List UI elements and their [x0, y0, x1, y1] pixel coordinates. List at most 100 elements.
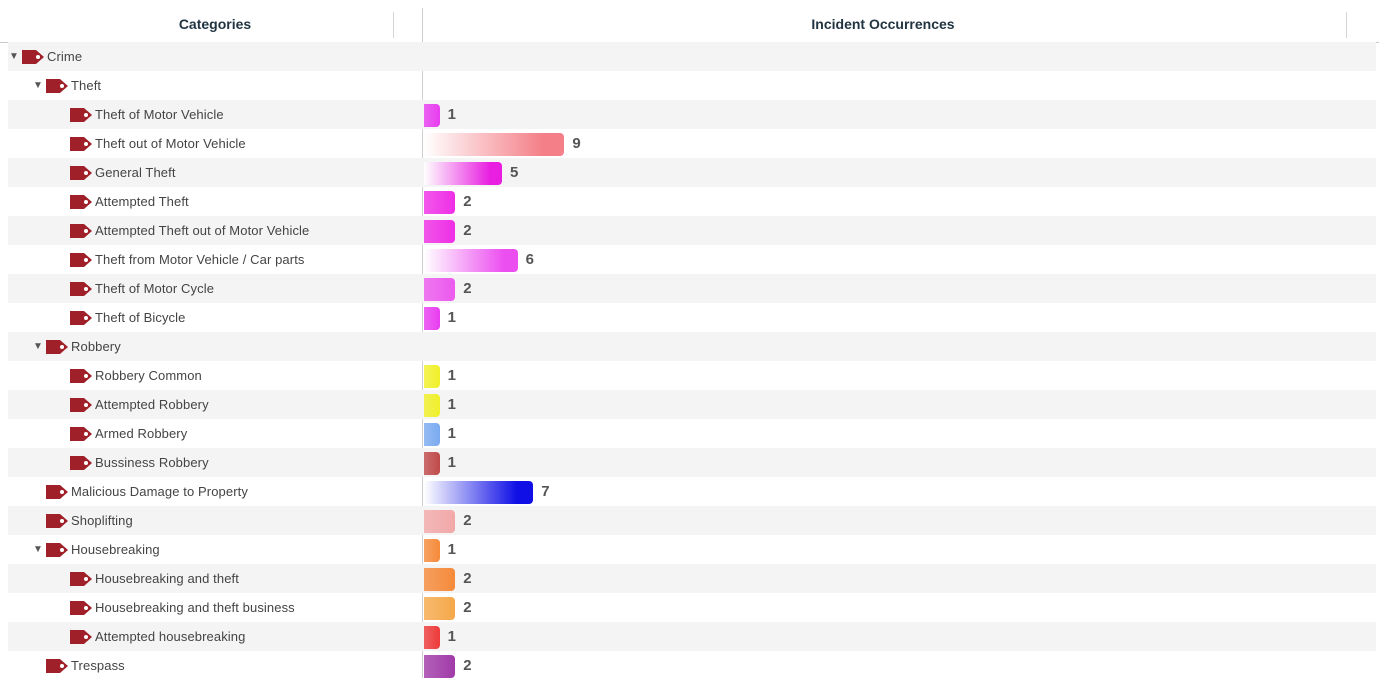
- tag-icon: [70, 600, 92, 615]
- occurrence-bar[interactable]: [424, 655, 456, 678]
- tag-icon: [70, 368, 92, 383]
- triangle-down-icon[interactable]: ▼: [33, 80, 43, 91]
- category-label: Attempted Robbery: [95, 397, 209, 412]
- tree-row[interactable]: ▼ Theft: [8, 71, 1376, 100]
- occurrence-count: 1: [447, 425, 456, 442]
- occurrence-count: 7: [541, 483, 550, 500]
- tag-icon: [70, 310, 92, 325]
- occurrence-count: 1: [447, 628, 456, 645]
- occurrence-bar[interactable]: [424, 365, 440, 388]
- column-resize-handle[interactable]: [393, 12, 394, 38]
- occurrence-bar[interactable]: [424, 104, 440, 127]
- category-cell: ▼Trespass: [8, 651, 446, 680]
- tag-icon: [70, 165, 92, 180]
- category-cell: ▼Attempted Robbery: [8, 390, 470, 419]
- occurrence-bar[interactable]: [424, 626, 440, 649]
- occurrence-bar[interactable]: [424, 307, 440, 330]
- tree-row[interactable]: ▼Theft from Motor Vehicle / Car parts 6: [8, 245, 1376, 274]
- categories-column-header[interactable]: Categories: [178, 16, 252, 32]
- occurrence-bar[interactable]: [424, 510, 456, 533]
- occurrence-bar[interactable]: [424, 568, 456, 591]
- category-label: Attempted Theft: [95, 194, 189, 209]
- category-label: Housebreaking and theft business: [95, 600, 295, 615]
- occurrence-bar[interactable]: [424, 133, 565, 156]
- occurrence-bar[interactable]: [424, 162, 502, 185]
- tree-row[interactable]: ▼General Theft 5: [8, 158, 1376, 187]
- category-cell: ▼Theft of Motor Cycle: [8, 274, 470, 303]
- tag-icon: [46, 78, 68, 93]
- tree-row[interactable]: ▼Malicious Damage to Property 7: [8, 477, 1376, 506]
- occurrence-bar[interactable]: [424, 394, 440, 417]
- category-cell: ▼ Housebreaking: [8, 535, 446, 564]
- category-label: General Theft: [95, 165, 176, 180]
- occurrence-bar[interactable]: [424, 539, 440, 562]
- category-label: Theft: [71, 78, 102, 93]
- occurrence-bar[interactable]: [424, 278, 456, 301]
- tag-icon: [46, 339, 68, 354]
- triangle-down-icon[interactable]: ▼: [9, 51, 19, 62]
- category-label: Armed Robbery: [95, 426, 188, 441]
- tag-icon: [46, 513, 68, 528]
- tag-icon: [70, 571, 92, 586]
- category-cell: ▼Theft of Bicycle: [8, 303, 470, 332]
- category-cell: ▼ Robbery: [8, 332, 446, 361]
- tree-row[interactable]: ▼Theft out of Motor Vehicle 9: [8, 129, 1376, 158]
- tag-icon: [70, 455, 92, 470]
- tag-icon: [70, 223, 92, 238]
- category-cell: ▼Attempted housebreaking: [8, 622, 470, 651]
- tree-row[interactable]: ▼Shoplifting 2: [8, 506, 1376, 535]
- occurrence-bar[interactable]: [424, 191, 456, 214]
- tag-icon: [46, 658, 68, 673]
- tag-icon: [70, 136, 92, 151]
- category-label: Robbery Common: [95, 368, 202, 383]
- category-label: Theft from Motor Vehicle / Car parts: [95, 252, 305, 267]
- category-cell: ▼Armed Robbery: [8, 419, 470, 448]
- category-label: Crime: [47, 49, 83, 64]
- tag-icon: [70, 397, 92, 412]
- occurrence-bar[interactable]: [424, 423, 440, 446]
- tree-row[interactable]: ▼ Robbery: [8, 332, 1376, 361]
- category-cell: ▼Shoplifting: [8, 506, 446, 535]
- category-label: Housebreaking: [71, 542, 160, 557]
- category-label: Robbery: [71, 339, 121, 354]
- occurrence-count: 2: [463, 570, 472, 587]
- tree-row[interactable]: ▼ Crime: [8, 42, 1376, 71]
- category-cell: ▼Housebreaking and theft: [8, 564, 470, 593]
- occurrence-bar[interactable]: [424, 249, 518, 272]
- occurrence-count: 1: [447, 367, 456, 384]
- grid-header: Categories Incident Occurrences: [0, 0, 1379, 43]
- tag-icon: [70, 426, 92, 441]
- column-resize-handle[interactable]: [1346, 12, 1347, 38]
- category-label: Attempted Theft out of Motor Vehicle: [95, 223, 310, 238]
- category-cell: ▼Attempted Theft out of Motor Vehicle: [8, 216, 470, 245]
- occurrence-bar[interactable]: [424, 220, 456, 243]
- triangle-down-icon[interactable]: ▼: [33, 341, 43, 352]
- triangle-down-icon[interactable]: ▼: [33, 544, 43, 555]
- occurrence-bar[interactable]: [424, 481, 534, 504]
- tree-row[interactable]: ▼ Housebreaking 1: [8, 535, 1376, 564]
- category-label: Malicious Damage to Property: [71, 484, 248, 499]
- category-cell: ▼Bussiness Robbery: [8, 448, 470, 477]
- occurrence-count: 6: [525, 251, 534, 268]
- occurrence-count: 2: [463, 599, 472, 616]
- tag-icon: [70, 252, 92, 267]
- category-label: Theft of Motor Vehicle: [95, 107, 224, 122]
- occurrence-bar[interactable]: [424, 597, 456, 620]
- occurrence-bar[interactable]: [424, 452, 440, 475]
- occurrences-column-header[interactable]: Incident Occurrences: [811, 16, 955, 32]
- tree-row[interactable]: ▼Trespass 2: [8, 651, 1376, 680]
- occurrence-count: 5: [510, 164, 519, 181]
- category-cell: ▼Theft of Motor Vehicle: [8, 100, 470, 129]
